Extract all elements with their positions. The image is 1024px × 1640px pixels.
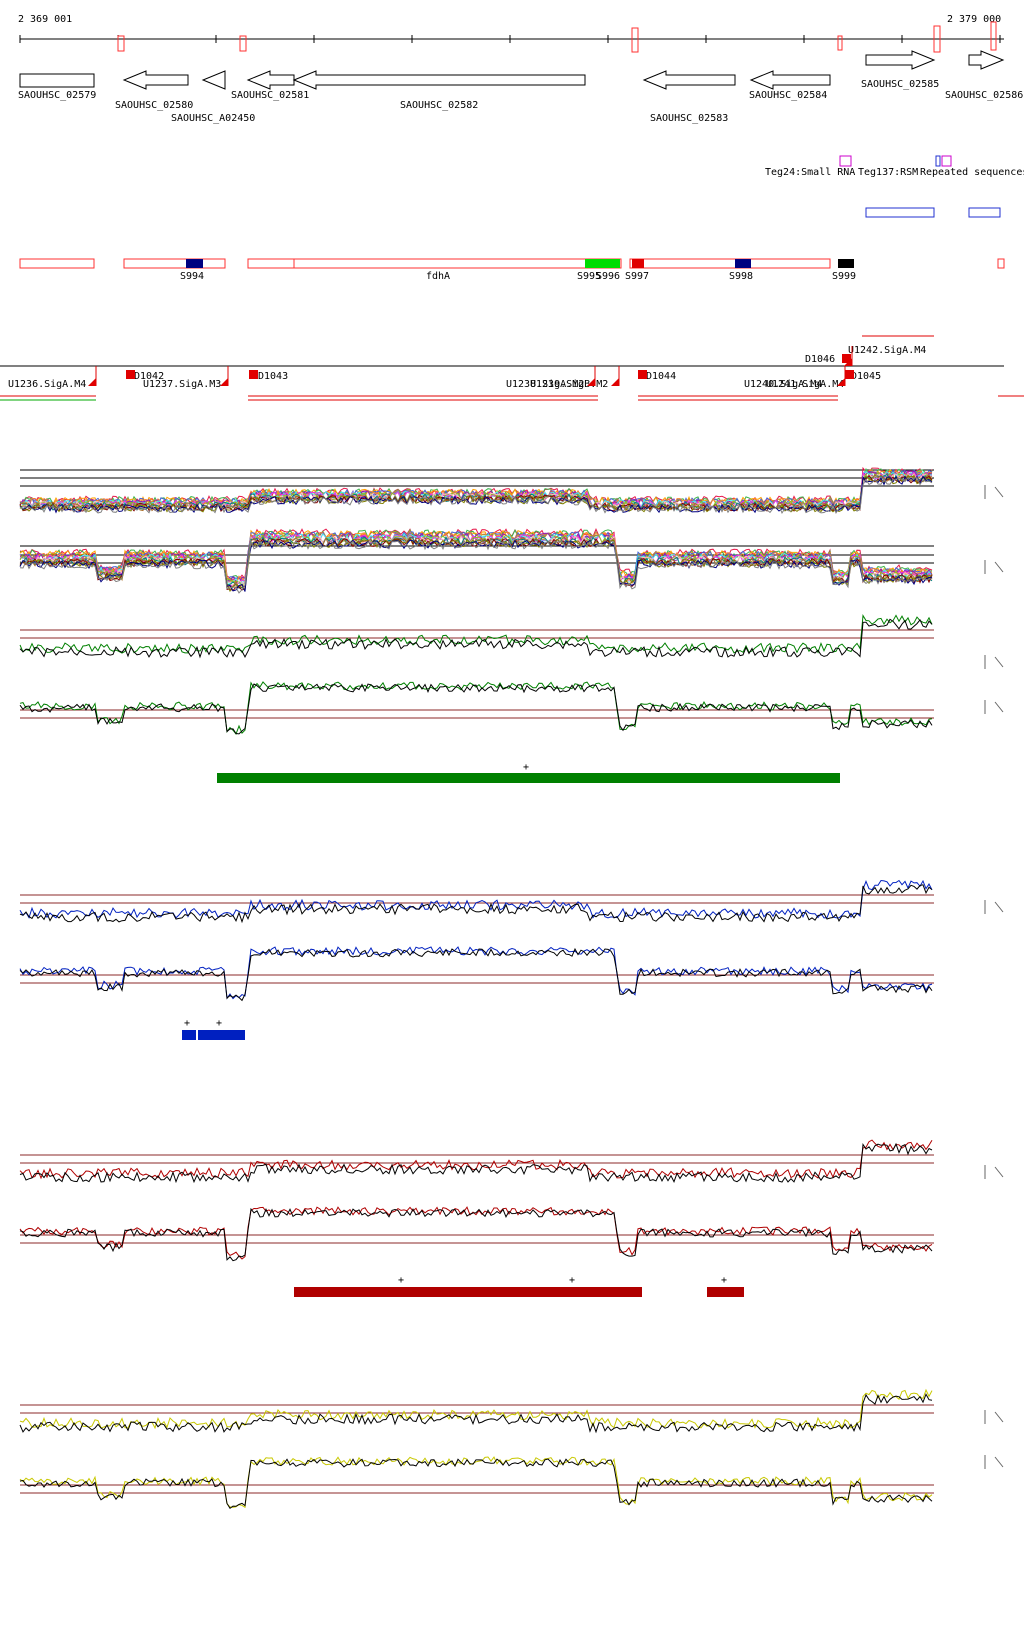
small-rna-marker: [839, 155, 852, 167]
red-bar-mark-3: +: [721, 1275, 727, 1286]
terminator-label-d1045: D1045: [851, 371, 881, 382]
gene-annotation-track: SAOUHSC_02579 SAOUHSC_02580 SAOUHSC_A024…: [18, 50, 1023, 124]
gene-label-02581: SAOUHSC_02581: [231, 90, 309, 101]
gene-label-a02450: SAOUHSC_A02450: [171, 113, 255, 124]
gene-label-02580: SAOUHSC_02580: [115, 100, 193, 111]
repeated-label: Repeated sequences: [920, 167, 1024, 178]
red-region-bar-1: [294, 1287, 642, 1297]
segment-s997: [632, 259, 644, 268]
blue-region-bar-1: [182, 1030, 196, 1040]
teg137-label: Teg137:RSM: [858, 167, 918, 178]
segment-label-s996: S996: [596, 271, 620, 282]
promoter-label-u1236: U1236.SigA.M4: [8, 379, 86, 390]
segment-label-s997: S997: [625, 271, 649, 282]
promoter-label-u1241: U1241.SigA.M4: [766, 379, 844, 390]
promoter-label-u1237: U1237.SigA.M3: [143, 379, 221, 390]
segment-label-fdha: fdhA: [426, 271, 450, 282]
repeat-region-1: [865, 207, 935, 218]
terminator-label-d1044: D1044: [646, 371, 676, 382]
blue-bar-mark-2: +: [216, 1018, 222, 1029]
coordinate-ruler: 2 369 001 2 379 000: [18, 14, 1004, 53]
repeat-marker: [935, 155, 941, 167]
gene-label-02582: SAOUHSC_02582: [400, 100, 478, 111]
red-region-bar-2: [707, 1287, 744, 1297]
promoter-label-u1240: U1240.SigA.M4: [744, 379, 822, 390]
segment-label-s998: S998: [729, 271, 753, 282]
segmentation-track: S994 fdhA S995 S996 S997 S998 S999: [19, 258, 1005, 282]
segment-s998: [735, 259, 751, 268]
segment-s994: [186, 259, 203, 268]
gene-label-02586: SAOUHSC_02586: [945, 90, 1023, 101]
terminator-label-d1042: D1042: [134, 371, 164, 382]
expression-tracks: [19, 466, 1004, 1510]
feature-track: Teg24:Small RNA Teg137:RSM Repeated sequ…: [765, 155, 1024, 218]
end-coordinate: 2 379 000: [947, 14, 1001, 25]
segment-s995-s996: [585, 259, 620, 268]
gene-label-02579: SAOUHSC_02579: [18, 90, 96, 101]
segment-label-s994: S994: [180, 271, 204, 282]
segment-label-s995: S995: [577, 271, 601, 282]
promoter-terminator-track: U1236.SigA.M4 U1237.SigA.M3 U1238.SigA.M…: [0, 335, 1024, 401]
promoter-label-u1238: U1238.SigA.M2: [506, 379, 584, 390]
green-bar-mark: +: [523, 762, 529, 773]
gene-label-02583: SAOUHSC_02583: [650, 113, 728, 124]
start-coordinate: 2 369 001: [18, 14, 72, 25]
blue-bar-mark-1: +: [184, 1018, 190, 1029]
gene-label-02585: SAOUHSC_02585: [861, 79, 939, 90]
teg24-label: Teg24:Small RNA: [765, 167, 855, 178]
green-region-bar: [217, 773, 840, 783]
gene-label-02584: SAOUHSC_02584: [749, 90, 827, 101]
segment-s999: [838, 259, 854, 268]
terminator-label-d1046: D1046: [805, 354, 835, 365]
repeat-region-2: [968, 207, 1001, 218]
segment-label-s999: S999: [832, 271, 856, 282]
rsm-marker: [941, 155, 952, 167]
promoter-label-u1239: U1239.SigB.M2: [530, 379, 608, 390]
blue-region-bar-2: [198, 1030, 245, 1040]
red-bar-mark-2: +: [569, 1275, 575, 1286]
terminator-label-d1043: D1043: [258, 371, 288, 382]
red-bar-mark-1: +: [398, 1275, 404, 1286]
highlight-bars: + + + + + +: [182, 762, 840, 1297]
promoter-label-u1242: U1242.SigA.M4: [848, 345, 926, 356]
